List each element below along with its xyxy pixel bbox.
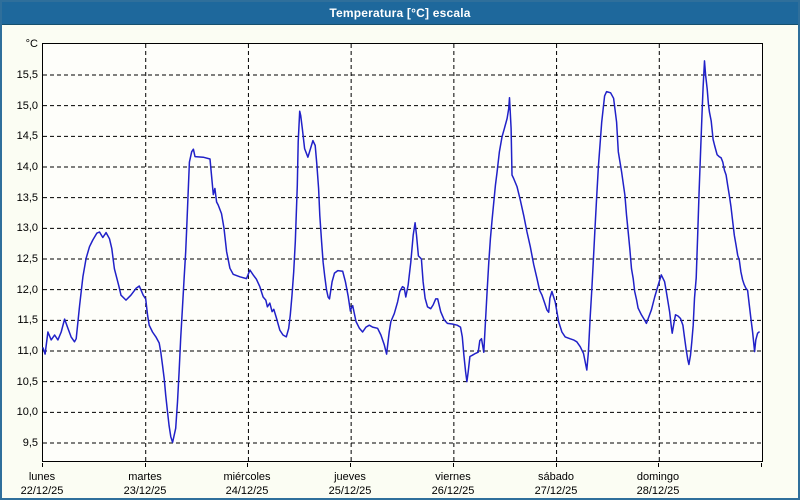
x-axis-day-name: domingo	[636, 471, 680, 483]
x-axis-day-name: jueves	[334, 471, 366, 483]
x-axis-day-label: sábado 27/12/25	[516, 470, 596, 498]
x-axis-day-name: lunes	[28, 471, 56, 483]
x-axis-day-date: 28/12/25	[636, 485, 680, 497]
y-axis-tick-label: 12,0	[16, 283, 38, 296]
x-axis-day-date: 23/12/25	[123, 485, 167, 497]
x-axis-tick	[247, 463, 248, 467]
temperature-line	[42, 60, 760, 444]
x-axis-day-date: 27/12/25	[534, 485, 578, 497]
x-axis-day-label: martes 23/12/25	[105, 470, 185, 498]
y-axis-tick-label: 11,0	[17, 345, 38, 358]
x-axis-tick	[556, 463, 557, 467]
x-axis-day-label: viernes 26/12/25	[413, 470, 493, 498]
x-axis-day-date: 25/12/25	[328, 485, 372, 497]
y-axis-tick-label: 15,0	[16, 99, 38, 112]
x-axis-tick	[350, 463, 351, 467]
x-axis-day-name: miércoles	[223, 471, 271, 483]
plot-svg	[42, 44, 762, 461]
x-axis-tick	[145, 463, 146, 467]
y-axis-unit-label: °C	[25, 38, 38, 50]
x-axis-tick	[42, 463, 43, 467]
x-axis-day-label: lunes 22/12/25	[2, 470, 82, 498]
y-axis-tick-label: 12,5	[16, 253, 38, 266]
y-axis-tick-label: 10,0	[16, 406, 38, 419]
x-axis-day-date: 24/12/25	[225, 485, 269, 497]
y-axis-tick-label: 11,5	[17, 314, 38, 327]
x-axis-day-label: jueves 25/12/25	[310, 470, 390, 498]
x-axis-day-name: sábado	[537, 471, 575, 483]
y-axis-tick-label: 14,5	[16, 130, 38, 143]
y-axis-tick-label: 9,5	[22, 437, 38, 450]
x-axis-tick	[453, 463, 454, 467]
x-axis-day-date: 26/12/25	[431, 485, 475, 497]
y-axis-tick-label: 15,5	[16, 69, 38, 81]
chart-plot-area	[42, 43, 763, 462]
x-axis-day-name: martes	[128, 471, 162, 483]
title-bar: Temperatura [°C] escala	[2, 2, 798, 25]
x-axis-tick	[658, 463, 659, 467]
y-axis-tick-label: 14,0	[16, 161, 38, 173]
y-axis-tick-label: 13,0	[16, 222, 38, 235]
window-title: Temperatura [°C] escala	[329, 6, 471, 20]
x-axis-day-date: 22/12/25	[20, 485, 64, 497]
x-axis-day-label: miércoles 24/12/25	[207, 470, 287, 498]
y-axis-tick-label: 10,5	[16, 375, 38, 388]
x-axis-tick	[761, 463, 762, 467]
x-axis-day-label: domingo 28/12/25	[618, 470, 698, 498]
x-axis-day-name: viernes	[435, 471, 471, 483]
y-axis-tick-label: 13,5	[16, 191, 38, 204]
